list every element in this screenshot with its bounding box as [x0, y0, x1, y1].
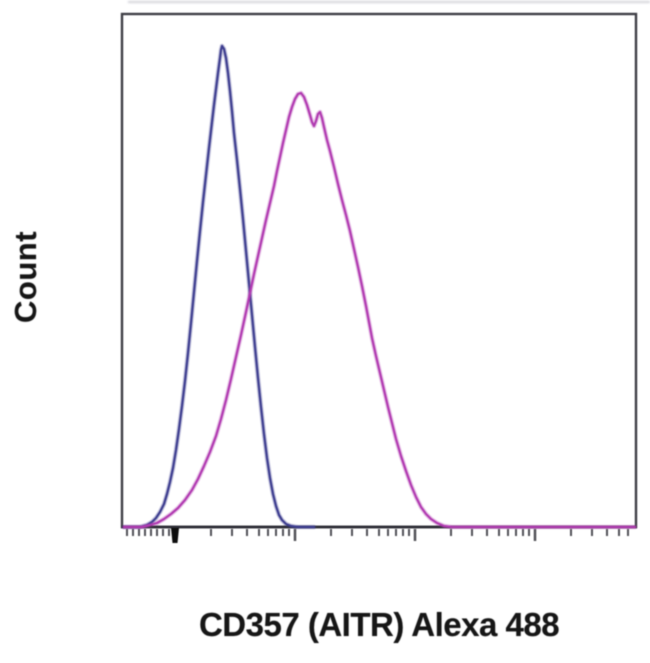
histogram-curves — [121, 43, 638, 530]
plot-frame — [120, 12, 638, 529]
cd357-aitr-alexa488-histogram-curve — [121, 90, 638, 530]
jpeg-artifact-line — [128, 1, 650, 3]
negative-control-histogram-curve — [121, 43, 317, 530]
y-axis-label: Count — [8, 230, 43, 324]
x-axis-marker — [171, 528, 179, 543]
cd357-aitr-alexa488-histogram-curve — [122, 91, 637, 529]
x-axis-ticks — [126, 529, 629, 541]
x-axis-label: CD357 (AITR) Alexa 488 — [198, 606, 560, 643]
gate-marker-icon — [171, 528, 179, 543]
negative-control-histogram-curve — [122, 44, 316, 529]
